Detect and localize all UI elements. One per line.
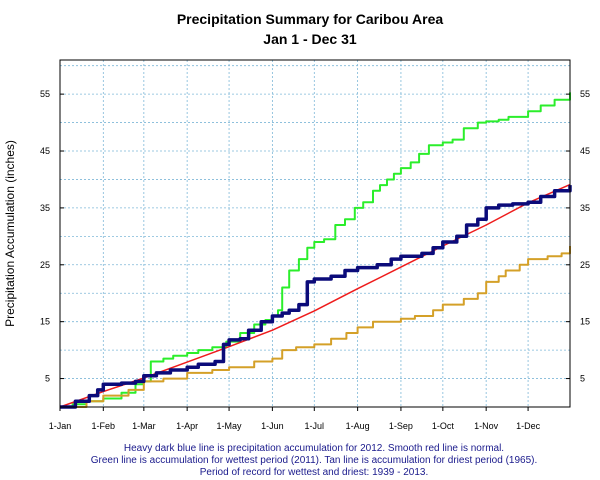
y-tick-label: 5 — [45, 374, 50, 384]
chart-title: Precipitation Summary for Caribou Area — [177, 11, 444, 27]
x-tick-label: 1-Oct — [432, 421, 455, 431]
caption-line-2: Green line is accumulation for wettest p… — [91, 455, 538, 466]
series-line-1 — [60, 246, 571, 408]
series-line-0 — [60, 92, 571, 408]
grid-lines — [60, 60, 570, 407]
y-tick-label-right: 5 — [580, 374, 585, 384]
y-tick-label: 15 — [40, 317, 50, 327]
x-tick-label: 1-Sep — [389, 421, 413, 431]
y-tick-label: 25 — [40, 260, 50, 270]
x-tick-label: 1-Jan — [49, 421, 72, 431]
y-tick-label-right: 25 — [580, 260, 590, 270]
y-tick-label-right: 55 — [580, 89, 590, 99]
caption-line-1: Heavy dark blue line is precipitation ac… — [124, 443, 504, 454]
y-axis-label: Precipitation Accumulation (inches) — [3, 140, 17, 327]
x-tick-label: 1-Dec — [516, 421, 541, 431]
x-tick-label: 1-Apr — [176, 421, 198, 431]
x-tick-label: 1-Aug — [346, 421, 370, 431]
x-tick-label: 1-Feb — [92, 421, 116, 431]
caption-line-3: Period of record for wettest and driest:… — [200, 467, 428, 478]
y-tick-label: 35 — [40, 203, 50, 213]
series-line-2 — [59, 183, 571, 408]
x-tick-label: 1-Mar — [132, 421, 156, 431]
y-tick-label-right: 35 — [580, 203, 590, 213]
series-line-3 — [60, 185, 572, 409]
x-tick-label: 1-Jul — [305, 421, 325, 431]
y-tick-label-right: 15 — [580, 317, 590, 327]
x-tick-label: 1-Jun — [261, 421, 284, 431]
chart-subtitle: Jan 1 - Dec 31 — [263, 31, 357, 47]
y-tick-label-right: 45 — [580, 146, 590, 156]
y-tick-label: 55 — [40, 89, 50, 99]
plot-frame — [59, 59, 571, 408]
y-tick-label: 45 — [40, 146, 50, 156]
x-tick-label: 1-May — [217, 421, 243, 431]
series-group — [59, 92, 572, 409]
x-tick-label: 1-Nov — [474, 421, 499, 431]
